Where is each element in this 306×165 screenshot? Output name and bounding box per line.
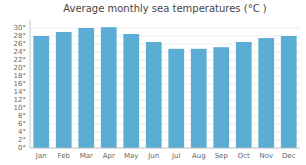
bar (168, 49, 184, 148)
y-tick-label: 26° (14, 40, 26, 48)
bar (281, 36, 297, 148)
y-tick-label: 2° (18, 136, 26, 144)
x-tick-label: Oct (238, 152, 250, 160)
y-tick-label: 28° (14, 32, 26, 40)
y-tick-label: 12° (14, 96, 26, 104)
bar (56, 32, 72, 148)
x-tick-label: Feb (58, 152, 71, 160)
chart-container: Average monthly sea temperatures (°C ) 0°… (0, 0, 306, 165)
grid (30, 28, 300, 148)
bar (191, 49, 207, 148)
y-tick-label: 4° (18, 128, 26, 136)
y-tick-label: 10° (14, 104, 26, 112)
y-tick-label: 8° (18, 112, 26, 120)
x-tick-label: Jun (147, 152, 159, 160)
bar (146, 42, 162, 148)
bars (33, 27, 296, 148)
y-tick-label: 6° (18, 120, 26, 128)
bar (33, 36, 49, 148)
x-tick-label: May (124, 152, 138, 160)
x-tick-label: Jul (171, 152, 181, 160)
x-tick-label: Mar (80, 152, 93, 160)
bar (78, 28, 94, 148)
page: {"chart_data": {"type": "bar", "title": … (0, 0, 306, 165)
y-tick-label: 30° (14, 24, 26, 32)
y-tick-label: 14° (14, 88, 26, 96)
x-tick-label: Dec (282, 152, 296, 160)
title: Average monthly sea temperatures (°C ) (63, 3, 267, 14)
bar (123, 34, 139, 148)
chart-svg: Average monthly sea temperatures (°C ) 0°… (0, 0, 306, 165)
x-tick-label: Sep (215, 152, 229, 160)
bar (236, 42, 252, 148)
bar (213, 47, 229, 148)
x-tick-label: Nov (259, 152, 273, 160)
y-tick-label: 24° (14, 48, 26, 56)
y-tick-label: 0° (18, 144, 26, 152)
grid-line (30, 148, 300, 149)
x-tick-label: Apr (103, 152, 115, 160)
x-axis-line (30, 148, 300, 149)
x-tick-label: Aug (192, 152, 206, 160)
grid-line (30, 28, 300, 29)
y-tick-label: 22° (14, 56, 26, 64)
y-axis-line (30, 20, 31, 148)
bar (101, 27, 117, 148)
y-tick-labels: 0°2°4°6°8°10°12°14°16°18°20°22°24°26°28°… (14, 24, 26, 152)
y-tick-label: 20° (14, 64, 26, 72)
x-tick-label: Jan (35, 152, 47, 160)
x-tick-labels: Jan Feb Mar Apr May Jun Jul Aug Sep Oct Nov Dec (35, 152, 296, 160)
y-tick-label: 18° (14, 72, 26, 80)
y-tick-label: 16° (14, 80, 26, 88)
bar (258, 38, 274, 148)
